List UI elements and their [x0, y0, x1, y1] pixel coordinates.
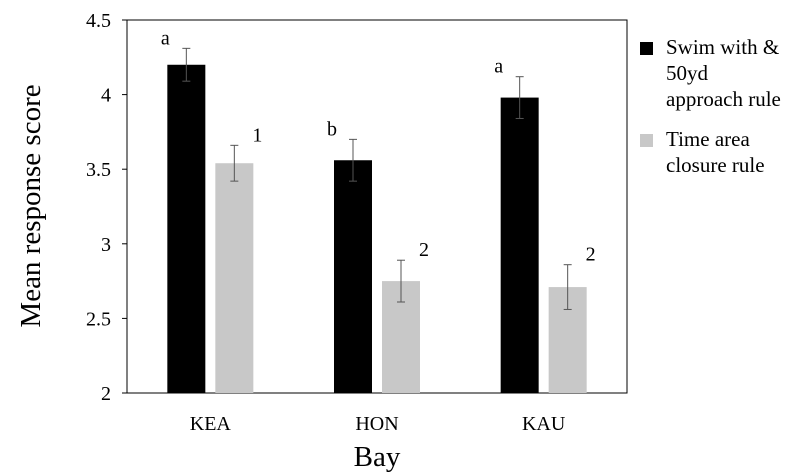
- significance-label: 1: [252, 124, 262, 146]
- x-tick-label: KAU: [522, 413, 566, 435]
- x-tick-label: KEA: [190, 413, 232, 435]
- y-tick-label: 2: [101, 383, 111, 405]
- x-axis-label: Bay: [354, 441, 401, 473]
- significance-label: b: [327, 118, 337, 140]
- bar: [334, 160, 372, 393]
- y-tick-label: 3.5: [86, 159, 111, 181]
- legend-item-time-area-rule: Time area closure rule: [640, 126, 788, 178]
- legend-swatch-gray: [640, 134, 653, 147]
- bar: [167, 64, 206, 393]
- x-tick-label: HON: [355, 413, 398, 435]
- y-tick-label: 4: [101, 85, 111, 107]
- legend: Swim with & 50yd approach rule Time area…: [640, 34, 788, 192]
- y-axis-label: Mean response score: [15, 84, 47, 327]
- significance-label: a: [161, 27, 170, 49]
- legend-label-time-area-rule: Time area closure rule: [666, 127, 765, 177]
- legend-swatch-black: [640, 42, 653, 55]
- legend-label-swim-rule: Swim with & 50yd approach rule: [666, 35, 781, 111]
- bar: [500, 97, 539, 394]
- plot-area-frame: [126, 19, 628, 394]
- y-tick-label: 4.5: [86, 10, 111, 32]
- legend-item-swim-rule: Swim with & 50yd approach rule: [640, 34, 788, 112]
- bar: [215, 163, 254, 393]
- significance-label: 2: [419, 239, 429, 261]
- significance-label: 2: [586, 244, 596, 266]
- significance-label: a: [494, 56, 503, 78]
- y-tick-label: 3: [101, 234, 111, 256]
- y-tick-label: 2.5: [86, 308, 111, 330]
